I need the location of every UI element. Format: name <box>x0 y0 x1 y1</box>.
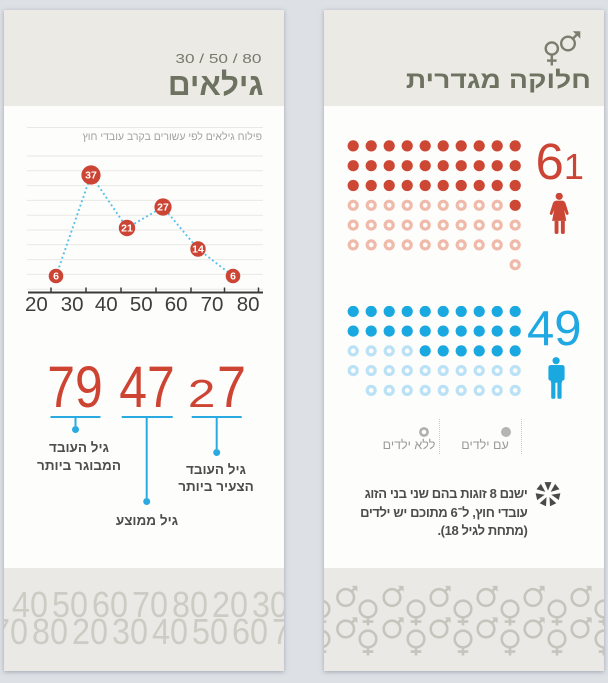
svg-text:70: 70 <box>201 293 224 316</box>
svg-text:37: 37 <box>85 170 97 182</box>
svg-text:30: 30 <box>61 293 84 316</box>
svg-text:6: 6 <box>230 271 236 283</box>
svg-text:27: 27 <box>157 202 169 214</box>
svg-text:20: 20 <box>25 293 48 316</box>
svg-text:50: 50 <box>130 293 153 316</box>
svg-text:14: 14 <box>192 244 204 256</box>
svg-text:80: 80 <box>237 293 260 316</box>
svg-text:40: 40 <box>95 293 118 316</box>
svg-text:21: 21 <box>121 223 133 235</box>
svg-text:6: 6 <box>53 271 59 283</box>
svg-text:60: 60 <box>165 293 188 316</box>
